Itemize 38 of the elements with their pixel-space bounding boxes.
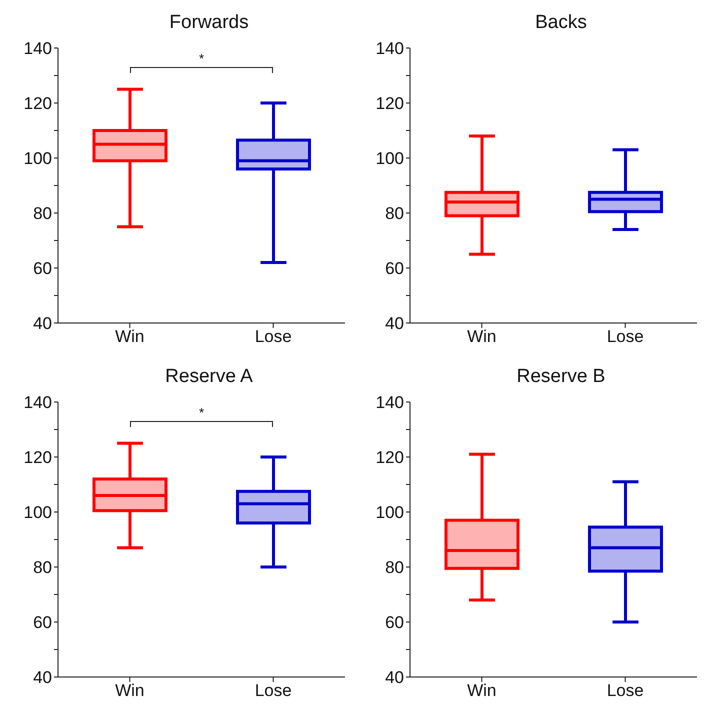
x-tick-label: Lose [606,327,644,346]
y-tick-label: 60 [385,259,404,278]
chart-title: Forwards [168,11,250,35]
y-tick-label: 120 [24,94,52,114]
y-tick-label: 80 [385,204,404,224]
y-tick-label: 40 [385,314,404,334]
x-tick-label: Lose [606,681,644,700]
y-tick-label: 100 [376,503,404,522]
x-tick-label: Win [115,681,144,700]
y-tick-label: 140 [376,39,404,58]
y-tick-label: 40 [33,668,52,688]
y-tick-label: 100 [24,149,52,168]
y-tick-label: 80 [385,558,404,578]
annotation: * [198,405,206,420]
y-tick-label: 120 [376,448,404,468]
y-tick-label: 120 [24,448,52,468]
y-tick-label: 40 [385,668,404,688]
chart-title: Reserve A [164,365,254,389]
x-tick-label: Win [115,327,144,346]
chart-title: Backs [534,11,588,35]
x-tick-label: Lose [254,327,292,346]
y-tick-label: 60 [33,259,52,278]
y-tick-label: 140 [24,39,52,58]
y-tick-label: 100 [24,503,52,522]
y-tick-label: 60 [385,613,404,632]
y-tick-label: 40 [33,314,52,334]
x-tick-label: Lose [254,681,292,700]
x-tick-label: Win [467,681,496,700]
x-tick-label: Win [467,327,496,346]
y-tick-label: 140 [24,393,52,412]
y-tick-label: 80 [33,558,52,578]
y-tick-label: 120 [376,94,404,114]
y-tick-label: 80 [33,204,52,224]
annotation: * [198,51,206,66]
y-tick-label: 60 [33,613,52,632]
y-tick-label: 100 [376,149,404,168]
chart-title: Reserve B [516,365,606,389]
y-tick-label: 140 [376,393,404,412]
